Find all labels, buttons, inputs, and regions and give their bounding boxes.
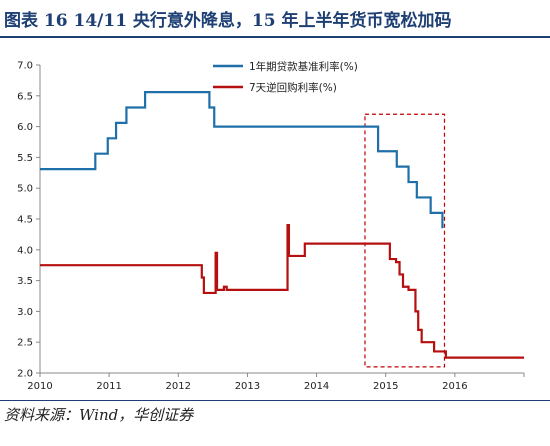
- y-tick-label: 2.0: [17, 369, 33, 380]
- chart-area: 2.0 2.5 3.0 3.5 4.0 4.5 5.0 5.5 6.0 6.5 7.0 2010 201…: [0, 40, 550, 398]
- y-tick-label: 5.0: [17, 184, 33, 195]
- chart-legend: 1年期贷款基准利率(%) 7天逆回购利率(%): [213, 60, 358, 94]
- chart-axes: 2.0 2.5 3.0 3.5 4.0 4.5 5.0 5.5 6.0 6.5 7.0 2010 201…: [17, 61, 525, 392]
- x-tick-label: 2013: [235, 381, 260, 392]
- line-chart: 2.0 2.5 3.0 3.5 4.0 4.5 5.0 5.5 6.0 6.5 7.0 2010 201…: [17, 60, 525, 392]
- series-line-1: [40, 91, 444, 229]
- x-tick-label: 2011: [96, 381, 121, 392]
- x-tick-label: 2014: [304, 381, 329, 392]
- highlight-region: [364, 113, 446, 368]
- y-tick-label: 6.5: [17, 91, 33, 102]
- y-tick-label: 5.5: [17, 153, 33, 164]
- footer-divider: [0, 400, 550, 401]
- highlight-box: [364, 113, 446, 368]
- figure-title: 图表 16 14/11 央行意外降息，15 年上半年货币宽松加码: [4, 11, 452, 31]
- title-divider: [0, 36, 550, 38]
- y-tick-label: 4.5: [17, 215, 33, 226]
- source-note: 资料来源：Wind，华创证券: [4, 406, 194, 424]
- series-layer: [40, 91, 524, 359]
- legend-label: 1年期贷款基准利率(%): [249, 60, 358, 73]
- figure-header: 图表 16 14/11 央行意外降息，15 年上半年货币宽松加码: [0, 0, 550, 38]
- y-tick-label: 3.0: [17, 307, 33, 318]
- x-tick-label: 2012: [166, 381, 191, 392]
- x-tick-label: 2010: [27, 381, 52, 392]
- y-tick-label: 3.5: [17, 276, 33, 287]
- x-tick-label: 2016: [442, 381, 467, 392]
- y-tick-label: 7.0: [17, 61, 33, 72]
- y-tick-label: 4.0: [17, 245, 33, 256]
- legend-label: 7天逆回购利率(%): [249, 81, 337, 94]
- y-tick-label: 6.0: [17, 122, 33, 133]
- y-tick-label: 2.5: [17, 338, 33, 349]
- x-tick-label: 2015: [373, 381, 398, 392]
- series-line-2: [40, 224, 524, 359]
